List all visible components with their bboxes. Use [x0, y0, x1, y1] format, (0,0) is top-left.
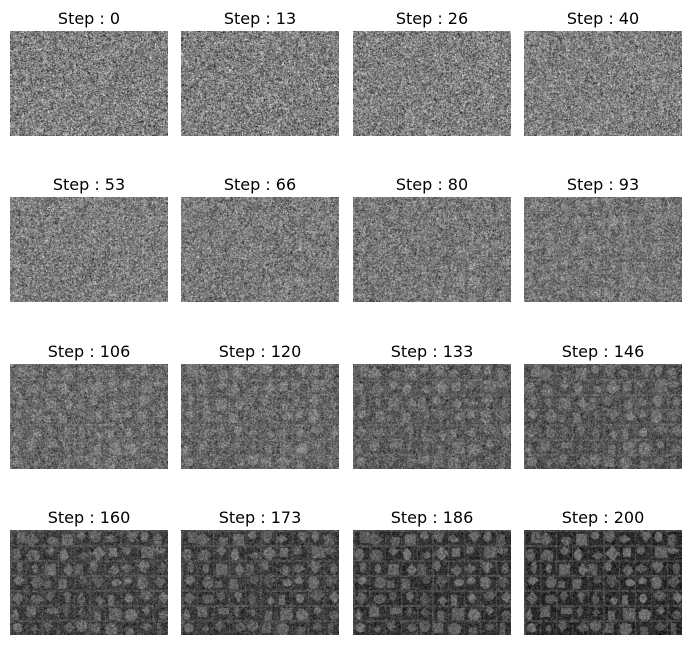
panel-title: Step : 133: [390, 342, 474, 361]
panel-image: [10, 530, 168, 635]
panel-image: [10, 364, 168, 469]
panel-title: Step : 53: [52, 175, 126, 194]
panel-title: Step : 160: [47, 508, 131, 527]
panel-image: [353, 364, 511, 469]
panel-title: Step : 0: [57, 9, 121, 28]
panel-title: Step : 80: [395, 175, 469, 194]
panel-image: [181, 364, 339, 469]
panel-image: [353, 31, 511, 136]
panel-title: Step : 26: [395, 9, 469, 28]
panel-title: Step : 120: [218, 342, 302, 361]
panel-image: [181, 31, 339, 136]
panel-title: Step : 106: [47, 342, 131, 361]
panel-title: Step : 146: [561, 342, 645, 361]
panel-image: [10, 197, 168, 302]
panel-title: Step : 66: [223, 175, 297, 194]
panel-image: [524, 530, 682, 635]
panel-image: [181, 530, 339, 635]
panel-image: [524, 197, 682, 302]
panel-title: Step : 173: [218, 508, 302, 527]
panel-title: Step : 40: [566, 9, 640, 28]
panel-title: Step : 200: [561, 508, 645, 527]
panel-title: Step : 186: [390, 508, 474, 527]
panel-image: [353, 197, 511, 302]
panel-image: [181, 197, 339, 302]
panel-title: Step : 93: [566, 175, 640, 194]
panel-title: Step : 13: [223, 9, 297, 28]
panel-image: [524, 364, 682, 469]
panel-image: [353, 530, 511, 635]
panel-image: [524, 31, 682, 136]
panel-image: [10, 31, 168, 136]
